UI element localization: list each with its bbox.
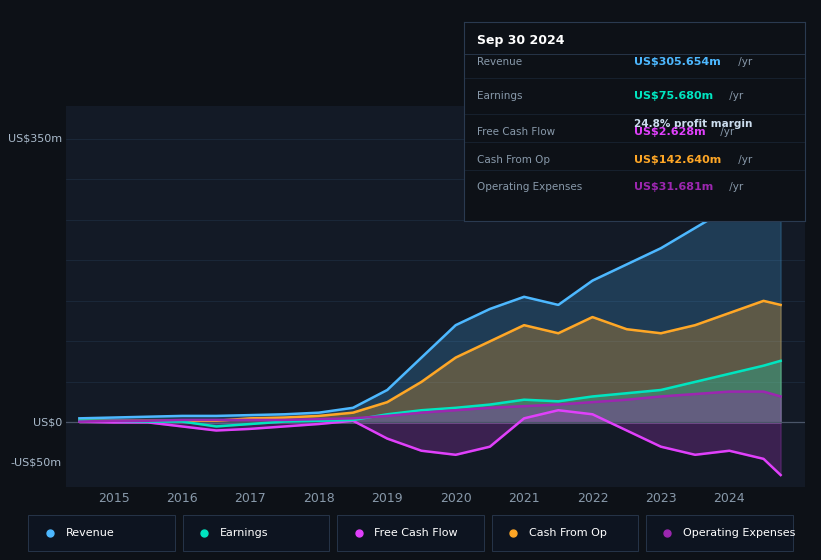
Text: Operating Expenses: Operating Expenses xyxy=(683,529,796,538)
Text: Cash From Op: Cash From Op xyxy=(478,155,551,165)
Text: US$350m: US$350m xyxy=(8,134,62,144)
Text: Cash From Op: Cash From Op xyxy=(529,529,607,538)
Text: Revenue: Revenue xyxy=(66,529,114,538)
FancyBboxPatch shape xyxy=(183,515,329,552)
Text: US$0: US$0 xyxy=(33,417,62,427)
Text: Earnings: Earnings xyxy=(478,91,523,101)
Text: /yr: /yr xyxy=(736,155,753,165)
FancyBboxPatch shape xyxy=(492,515,638,552)
FancyBboxPatch shape xyxy=(646,515,792,552)
Text: Operating Expenses: Operating Expenses xyxy=(478,183,583,193)
Text: Revenue: Revenue xyxy=(478,57,523,67)
Text: /yr: /yr xyxy=(727,91,744,101)
Text: Earnings: Earnings xyxy=(220,529,268,538)
FancyBboxPatch shape xyxy=(337,515,484,552)
Text: US$142.640m: US$142.640m xyxy=(635,155,722,165)
Text: /yr: /yr xyxy=(727,183,744,193)
Text: US$305.654m: US$305.654m xyxy=(635,57,721,67)
Text: Sep 30 2024: Sep 30 2024 xyxy=(478,34,565,48)
Text: -US$50m: -US$50m xyxy=(11,458,62,468)
FancyBboxPatch shape xyxy=(29,515,175,552)
Text: US$31.681m: US$31.681m xyxy=(635,183,713,193)
Text: /yr: /yr xyxy=(717,127,734,137)
Text: Free Cash Flow: Free Cash Flow xyxy=(478,127,556,137)
Text: 24.8% profit margin: 24.8% profit margin xyxy=(635,119,753,129)
Text: Free Cash Flow: Free Cash Flow xyxy=(374,529,458,538)
Text: US$75.680m: US$75.680m xyxy=(635,91,713,101)
Text: US$2.628m: US$2.628m xyxy=(635,127,706,137)
Text: /yr: /yr xyxy=(736,57,753,67)
